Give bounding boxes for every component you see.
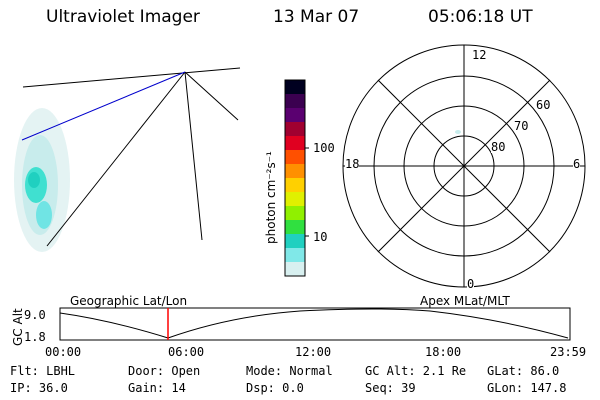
- colorbar-swatch: [285, 206, 305, 221]
- status-gain: Gain: 14: [128, 381, 186, 395]
- orbit-x-tick-0: 00:00: [45, 345, 82, 359]
- status-filter: Flt: LBHL: [10, 364, 76, 378]
- colorbar-swatch: [285, 136, 305, 151]
- time-display: 05:06:18 UT: [428, 7, 533, 27]
- colorbar-swatch: [285, 122, 305, 137]
- mlt-label-18: 18: [345, 157, 360, 171]
- mlt-label-6: 6: [573, 157, 581, 171]
- orbit-left-label: Geographic Lat/Lon: [70, 294, 188, 308]
- orbit-x-tick-4: 23:59: [550, 345, 587, 359]
- colorbar-swatch: [285, 220, 305, 235]
- orbit-x-tick-1: 06:00: [168, 345, 205, 359]
- earth-limb-lines: [21, 67, 241, 247]
- orbit-x-tick-2: 12:00: [295, 345, 332, 359]
- lat-label-80: 80: [491, 140, 506, 154]
- orbit-y-tick-min: 1.8: [24, 330, 46, 344]
- colorbar-swatch: [285, 248, 305, 263]
- orbit-y-tick-max: 9.0: [24, 308, 46, 322]
- status-glon: GLon: 147.8: [487, 381, 567, 395]
- aurora-image: [14, 108, 70, 252]
- colorbar-swatch: [285, 262, 305, 277]
- colorbar-tick-10: 10: [313, 230, 328, 244]
- colorbar-swatch: [285, 150, 305, 165]
- status-glat: GLat: 86.0: [487, 364, 560, 378]
- colorbar-swatch: [285, 164, 305, 179]
- status-door: Door: Open: [128, 364, 201, 378]
- app-title: Ultraviolet Imager: [46, 7, 200, 27]
- colorbar-swatch: [285, 80, 305, 95]
- mlt-label-12: 12: [472, 48, 487, 62]
- colorbar-tick-100: 100: [313, 141, 335, 155]
- colorbar-swatch: [285, 94, 305, 109]
- lat-label-70: 70: [514, 119, 529, 133]
- orbit-x-tick-3: 18:00: [425, 345, 462, 359]
- colorbar-swatch: [285, 192, 305, 207]
- colorbar-swatch: [285, 178, 305, 193]
- status-gc-alt: GC Alt: 2.1 Re: [365, 364, 467, 378]
- colorbar-gradient: [285, 80, 305, 277]
- status-mode: Mode: Normal: [246, 364, 333, 378]
- lat-label-60: 60: [536, 98, 551, 112]
- colorbar-swatch: [285, 108, 305, 123]
- colorbar-swatch: [285, 234, 305, 249]
- orbit-altitude-curve: [59, 308, 569, 339]
- polar-aurora-spot: [455, 130, 461, 134]
- status-ip: IP: 36.0: [10, 381, 68, 395]
- mlt-label-0: 0: [467, 277, 475, 291]
- status-dsp: Dsp: 0.0: [246, 381, 304, 395]
- orbit-right-label: Apex MLat/MLT: [420, 294, 510, 308]
- status-seq: Seq: 39: [365, 381, 416, 395]
- date-display: 13 Mar 07: [273, 7, 360, 27]
